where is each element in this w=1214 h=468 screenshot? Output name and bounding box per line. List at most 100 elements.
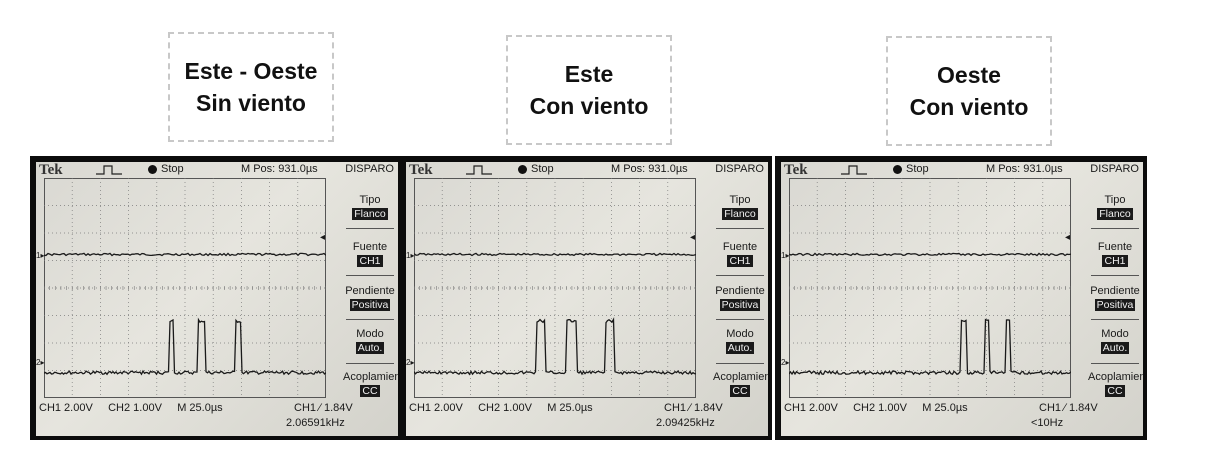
menu-divider — [716, 228, 764, 229]
horizontal-position: M Pos: 931.0µs — [611, 163, 688, 175]
oscilloscope-screen-2: Tek Stop M Pos: 931.0µs DISPARO 1▸ 2▸ ◂ … — [400, 156, 772, 440]
menu-acoplamiento-value: CC — [360, 385, 380, 397]
brand-logo: Tek — [39, 162, 63, 178]
menu-tipo-label: Tipo — [359, 194, 381, 206]
menu-divider — [346, 275, 394, 276]
trigger-menu: Tipo Flanco Fuente CH1 Pendiente Positiv… — [343, 178, 398, 406]
menu-acoplamiento-label: Acoplamiento — [343, 371, 398, 383]
ch1-marker: 1▸ — [36, 251, 45, 260]
ch1-trace — [789, 252, 1071, 257]
horizontal-position: M Pos: 931.0µs — [986, 163, 1063, 175]
waveform-graticule — [44, 178, 326, 398]
menu-divider — [716, 319, 764, 320]
menu-pendiente[interactable]: Pendiente Positiva — [713, 285, 767, 311]
menu-pendiente-value: Positiva — [349, 299, 391, 311]
menu-tipo[interactable]: Tipo Flanco — [713, 194, 767, 220]
horizontal-position: M Pos: 931.0µs — [241, 163, 318, 175]
frequency-readout: 2.06591kHz — [286, 417, 345, 429]
menu-tipo-label: Tipo — [729, 194, 751, 206]
menu-acoplamiento[interactable]: Acoplamiento CC — [1088, 371, 1143, 397]
menu-modo[interactable]: Modo Auto. — [713, 328, 767, 354]
scope-display: Tek Stop M Pos: 931.0µs DISPARO 1▸ 2▸ ◂ … — [36, 162, 398, 436]
ch1-trace — [44, 252, 326, 257]
ch2-scale: CH2 1.00V — [853, 402, 907, 414]
menu-acoplamiento-value: CC — [1105, 385, 1125, 397]
ch2-scale: CH2 1.00V — [108, 402, 162, 414]
graticule-grid — [414, 178, 696, 398]
menu-fuente-value: CH1 — [1102, 255, 1128, 267]
ch1-marker: 1▸ — [406, 251, 415, 260]
menu-tipo-value: Flanco — [1097, 208, 1133, 220]
menu-fuente-label: Fuente — [1097, 241, 1133, 253]
menu-divider — [1091, 228, 1139, 229]
menu-pendiente-value: Positiva — [719, 299, 761, 311]
menu-acoplamiento-label: Acoplamiento — [1088, 371, 1143, 383]
menu-divider — [1091, 319, 1139, 320]
menu-acoplamiento-value: CC — [730, 385, 750, 397]
menu-tipo-value: Flanco — [352, 208, 388, 220]
trigger-readout: CH1 ∕ 1.84V — [1039, 402, 1098, 414]
run-status-text: Stop — [531, 163, 554, 175]
oscilloscope-screen-1: Tek Stop M Pos: 931.0µs DISPARO 1▸ 2▸ ◂ … — [30, 156, 402, 440]
run-status-text: Stop — [161, 163, 184, 175]
menu-tipo-value: Flanco — [722, 208, 758, 220]
stop-indicator-icon — [893, 164, 902, 174]
menu-modo-label: Modo — [1101, 328, 1129, 340]
menu-pendiente[interactable]: Pendiente Positiva — [1088, 285, 1142, 311]
menu-acoplamiento[interactable]: Acoplamiento CC — [713, 371, 768, 397]
timebase: M 25.0µs — [177, 402, 223, 414]
panel-label-1-line1: Este - Oeste — [184, 58, 318, 84]
menu-divider — [346, 319, 394, 320]
timebase: M 25.0µs — [922, 402, 968, 414]
ch2-marker: 2▸ — [406, 358, 415, 367]
trigger-menu: Tipo Flanco Fuente CH1 Pendiente Positiv… — [713, 178, 768, 406]
ch2-trace — [44, 317, 326, 376]
menu-title: DISPARO — [1090, 163, 1139, 175]
run-status: Stop — [893, 163, 929, 175]
menu-pendiente-label: Pendiente — [715, 285, 765, 297]
scope-display: Tek Stop M Pos: 931.0µs DISPARO 1▸ 2▸ ◂ … — [781, 162, 1143, 436]
stop-indicator-icon — [518, 164, 527, 174]
ch1-scale: CH1 2.00V — [39, 402, 93, 414]
menu-divider — [1091, 363, 1139, 364]
panel-label-3-line2: Con viento — [909, 94, 1029, 120]
oscilloscope-screen-3: Tek Stop M Pos: 931.0µs DISPARO 1▸ 2▸ ◂ … — [775, 156, 1147, 440]
brand-logo: Tek — [784, 162, 808, 178]
ch1-scale: CH1 2.00V — [409, 402, 463, 414]
menu-pendiente[interactable]: Pendiente Positiva — [343, 285, 397, 311]
channel-readout: CH1 2.00V CH2 1.00V M 25.0µs — [784, 402, 968, 414]
menu-modo-value: Auto. — [725, 342, 755, 354]
waveform-graticule — [789, 178, 1071, 398]
menu-acoplamiento[interactable]: Acoplamiento CC — [343, 371, 398, 397]
ch2-trace — [789, 318, 1071, 376]
ch2-marker: 2▸ — [781, 358, 790, 367]
menu-modo[interactable]: Modo Auto. — [1088, 328, 1142, 354]
menu-fuente-value: CH1 — [727, 255, 753, 267]
menu-modo-label: Modo — [356, 328, 384, 340]
channel-readout: CH1 2.00V CH2 1.00V M 25.0µs — [39, 402, 223, 414]
menu-title: DISPARO — [715, 163, 764, 175]
frequency-readout: 2.09425kHz — [656, 417, 715, 429]
panel-label-1: Este - Oeste Sin viento — [168, 32, 334, 142]
menu-tipo-label: Tipo — [1104, 194, 1126, 206]
menu-fuente-label: Fuente — [722, 241, 758, 253]
menu-fuente[interactable]: Fuente CH1 — [713, 241, 767, 267]
menu-fuente[interactable]: Fuente CH1 — [1088, 241, 1142, 267]
menu-tipo[interactable]: Tipo Flanco — [1088, 194, 1142, 220]
menu-divider — [1091, 275, 1139, 276]
trigger-readout: CH1 ∕ 1.84V — [294, 402, 353, 414]
menu-divider — [346, 228, 394, 229]
menu-modo-value: Auto. — [1100, 342, 1130, 354]
panel-label-3: Oeste Con viento — [886, 36, 1052, 146]
stop-indicator-icon — [148, 164, 157, 174]
ch2-trace — [414, 317, 696, 376]
panel-label-1-line2: Sin viento — [196, 90, 306, 116]
menu-fuente[interactable]: Fuente CH1 — [343, 241, 397, 267]
menu-pendiente-label: Pendiente — [1090, 285, 1140, 297]
menu-modo[interactable]: Modo Auto. — [343, 328, 397, 354]
ch1-scale: CH1 2.00V — [784, 402, 838, 414]
ch2-marker: 2▸ — [36, 358, 45, 367]
menu-tipo[interactable]: Tipo Flanco — [343, 194, 397, 220]
panel-label-2-line2: Con viento — [529, 93, 649, 119]
menu-acoplamiento-label: Acoplamiento — [713, 371, 768, 383]
